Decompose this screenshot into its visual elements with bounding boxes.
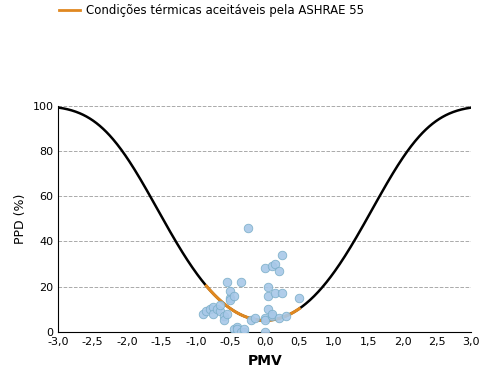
Point: [247, 317, 255, 323]
X-axis label: PMV: PMV: [247, 354, 282, 368]
Point: [230, 293, 238, 299]
Point: [203, 308, 210, 314]
Point: [230, 326, 238, 333]
Point: [237, 279, 244, 285]
Point: [264, 293, 272, 299]
Point: [261, 317, 269, 323]
Point: [268, 311, 276, 317]
Point: [216, 302, 224, 308]
Point: [233, 329, 241, 335]
Point: [226, 295, 234, 301]
Point: [264, 306, 272, 312]
Point: [206, 306, 214, 312]
Point: [261, 329, 269, 335]
Point: [226, 288, 234, 294]
Point: [233, 326, 241, 333]
Point: [240, 329, 248, 335]
Point: [240, 326, 248, 333]
Point: [278, 252, 286, 258]
Point: [275, 315, 282, 321]
Point: [264, 284, 272, 290]
Point: [223, 311, 231, 317]
Point: [199, 311, 207, 317]
Legend: APD, Curva PMV/PPD, Condições térmicas aceitáveis pela ASHRAE 55: APD, Curva PMV/PPD, Condições térmicas a…: [54, 0, 369, 22]
Point: [295, 295, 303, 301]
Point: [275, 268, 282, 274]
Y-axis label: PPD (%): PPD (%): [14, 193, 27, 244]
Point: [216, 308, 224, 314]
Point: [251, 315, 259, 321]
Point: [220, 317, 227, 323]
Point: [223, 279, 231, 285]
Point: [261, 265, 269, 271]
Point: [244, 225, 252, 231]
Point: [233, 324, 241, 330]
Point: [209, 311, 217, 317]
Point: [261, 315, 269, 321]
Point: [220, 313, 227, 319]
Point: [271, 261, 279, 267]
Point: [226, 297, 234, 303]
Point: [271, 290, 279, 296]
Point: [278, 290, 286, 296]
Point: [268, 263, 276, 269]
Point: [213, 306, 221, 312]
Point: [281, 313, 289, 319]
Point: [268, 313, 276, 319]
Point: [237, 329, 244, 335]
Point: [209, 304, 217, 310]
